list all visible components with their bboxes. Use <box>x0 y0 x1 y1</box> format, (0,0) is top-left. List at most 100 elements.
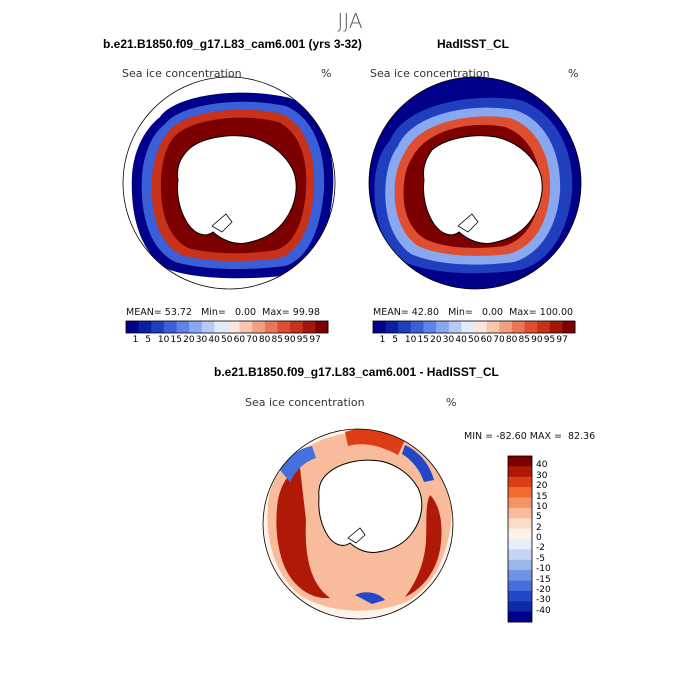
diff-negative-ne <box>402 445 434 482</box>
panel1-title: b.e21.B1850.f09_g17.L83_cam6.001 (yrs 3-… <box>103 37 362 51</box>
panel1-colorbar-tick-label: 40 <box>208 335 220 345</box>
panel2-colorbar-tick-label: 85 <box>518 335 530 345</box>
panel1-colorbar-tick-label: 50 <box>221 335 233 345</box>
diff-colorbar-tick-label: -20 <box>536 584 551 595</box>
season-title: JJA <box>337 9 363 33</box>
diff-strong-positive-west <box>276 468 330 599</box>
panel1-colorbar-tick-label: 97 <box>309 335 321 345</box>
diff-min: -82.60 <box>496 431 527 442</box>
panel2-colorbar-tick-label: 50 <box>468 335 480 345</box>
panel2-mean: 42.80 <box>411 307 439 318</box>
diff-strong-positive-east <box>405 495 442 597</box>
diff-colorbar-tick-label: 40 <box>536 460 548 471</box>
panel1-units-label: % <box>321 67 332 80</box>
panel2-colorbar-swatch <box>448 321 462 333</box>
panel1-colorbar-swatch <box>290 321 304 333</box>
panel1-colorbar-swatch <box>264 321 278 333</box>
panel2-colorbar-swatch <box>562 321 576 333</box>
diff-colorbar-swatch <box>508 456 532 467</box>
diff-colorbar-tick-label: -2 <box>536 543 545 554</box>
diff-colorbar-tick-label: -10 <box>536 564 551 575</box>
panel2-colorbar-tick-label: 60 <box>480 335 493 345</box>
panel2-colorbar-tick-label: 40 <box>455 335 467 345</box>
diff-colorbar-swatch <box>508 611 532 623</box>
panel2-colorbar-swatch <box>385 321 399 333</box>
diff-max-label: MAX = <box>529 431 562 442</box>
panel1-antarctica <box>177 135 297 244</box>
panel1-colorbar-swatch <box>163 321 177 333</box>
diff-colorbar-tick-label: 30 <box>536 470 548 481</box>
panel1-colorbar-tick-label: 85 <box>271 335 283 345</box>
panel1-variable-label: Sea ice concentration <box>122 67 242 80</box>
panel1-colorbar-swatch <box>315 321 329 333</box>
panel2-stats: MEAN= 42.80 Min= 0.00 Max= 100.00 <box>373 307 573 318</box>
panel2-mean-label: MEAN= <box>373 307 409 318</box>
diff-colorbar-tick-label: 20 <box>536 481 548 492</box>
panel1-colorbar-tick-label: 30 <box>195 335 208 345</box>
panel1-colorbar-frame <box>125 320 329 334</box>
diff-min-label: MIN = <box>464 431 494 442</box>
panel1-colorbar-tick-label: 95 <box>296 335 309 345</box>
panel1-colorbar-tick-label: 70 <box>246 335 258 345</box>
panel2-colorbar-swatch <box>524 321 538 333</box>
diff-colorbar-tick-label: 5 <box>536 512 542 523</box>
panel2-colorbar-tick-label: 5 <box>392 335 398 345</box>
diff-colorbar-ticks: 40 30 20 15 10 5 2 0 -2 -5 -10 -15 -20 -30 -40 <box>536 456 576 622</box>
panel1-min-label: Min= <box>201 307 226 318</box>
panel2-units-label: % <box>568 67 579 80</box>
diff-antarctica <box>318 459 423 553</box>
panel2-colorbar-ticks: 1 5 10 15 20 30 40 50 60 70 80 85 90 95 97 <box>373 335 575 347</box>
panel1-colorbar-swatch <box>277 321 291 333</box>
panel2-max-label: Max= <box>509 307 537 318</box>
panel1-colorbar-ticks: 1 5 10 15 20 30 40 50 60 70 80 85 90 95 97 <box>126 335 328 347</box>
panel2-colorbar-tick-label: 97 <box>556 335 568 345</box>
diff-colorbar-tick-label: -30 <box>536 595 551 606</box>
panel1-colorbar-tick-label: 1 <box>132 335 139 345</box>
panel2-colorbar-swatch <box>549 321 563 333</box>
diff-colorbar-swatch <box>508 539 532 550</box>
diff-max: 82.36 <box>568 431 596 442</box>
panel2-colorbar-tick-label: 80 <box>505 335 518 345</box>
diff-colorbar-tick-label: 10 <box>536 501 548 512</box>
panel2-colorbar-tick-label: 15 <box>417 335 429 345</box>
panel2-colorbar-tick-label: 10 <box>404 335 417 345</box>
panel2-variable-label: Sea ice concentration <box>370 67 490 80</box>
diff-colorbar-tick-label: 0 <box>536 533 542 543</box>
panel2-colorbar-tick-label: 20 <box>430 335 442 345</box>
panel2-colorbar-swatch <box>486 321 500 333</box>
diff-colorbar-swatch <box>508 518 532 530</box>
panel1-colorbar <box>125 320 329 334</box>
panel1-colorbar-swatch <box>189 321 203 333</box>
panel1-colorbar-swatch <box>252 321 266 333</box>
diff-title: b.e21.B1850.f09_g17.L83_cam6.001 - HadIS… <box>214 365 499 379</box>
diff-colorbar-tick-label: 2 <box>536 522 542 533</box>
panel1-max: 99.98 <box>292 307 320 318</box>
panel1-colorbar-tick-label: 60 <box>233 335 246 345</box>
diff-colorbar-swatch <box>508 601 532 613</box>
diff-colorbar-swatch <box>508 549 532 561</box>
panel2-colorbar-swatch <box>423 321 437 333</box>
panel2-title: HadISST_CL <box>437 37 510 51</box>
panel2-colorbar-swatch <box>537 321 551 333</box>
diff-colorbar-frame <box>507 455 533 623</box>
panel1-map-frame <box>122 76 336 290</box>
diff-colorbar-swatch <box>508 590 532 602</box>
panel1-colorbar-swatch <box>214 321 228 333</box>
panel1-colorbar-swatch <box>126 321 140 333</box>
diff-negative-nw <box>280 446 316 482</box>
diff-colorbar <box>507 455 533 623</box>
panel1-colorbar-swatch <box>201 321 215 333</box>
panel1-colorbar-tick-label: 10 <box>157 335 170 345</box>
panel1-mean-label: MEAN= <box>126 307 162 318</box>
panel1-colorbar-swatch <box>302 321 316 333</box>
panel2-max: 100.00 <box>539 307 574 318</box>
panel1-colorbar-tick-label: 80 <box>258 335 271 345</box>
panel2-colorbar-tick-label: 90 <box>531 335 543 345</box>
diff-colorbar-swatch <box>508 487 532 498</box>
panel2-colorbar-tick-label: 70 <box>493 335 505 345</box>
panel2-colorbar-swatch <box>499 321 513 333</box>
panel1-colorbar-swatch <box>176 321 190 333</box>
diff-colorbar-tick-label: -15 <box>536 574 551 585</box>
panel1-min: 0.00 <box>234 307 257 318</box>
